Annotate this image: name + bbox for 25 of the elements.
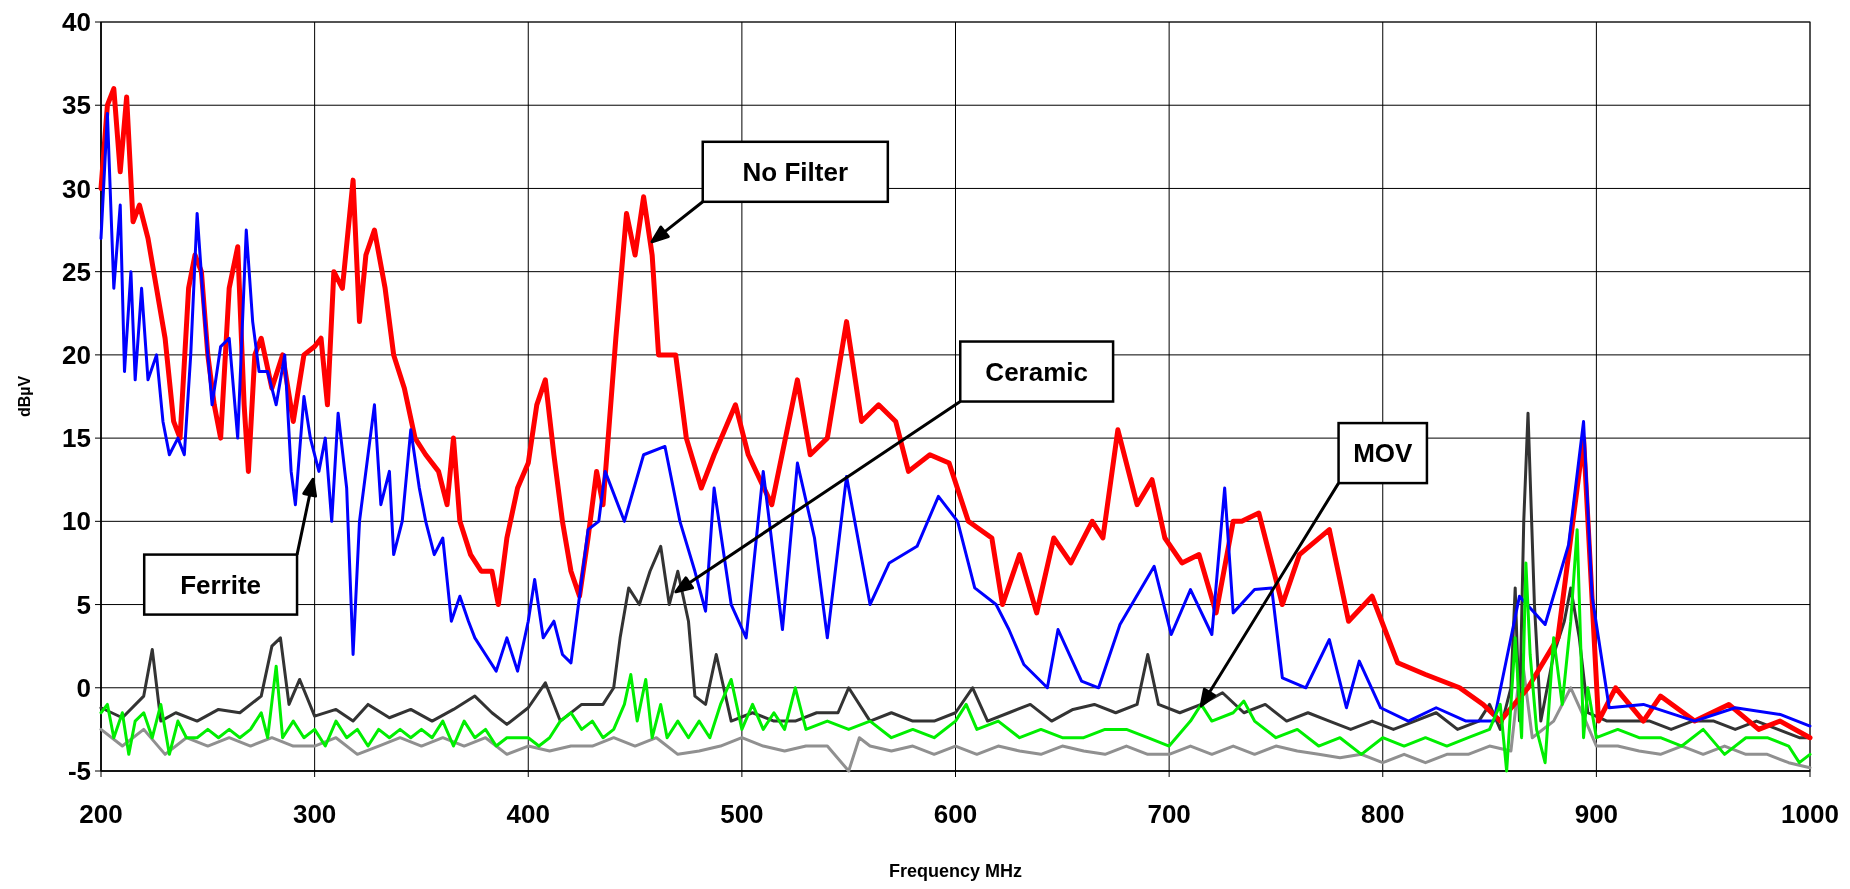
y-tick-label: -5 [67, 756, 91, 787]
y-tick-label: 40 [62, 7, 91, 38]
annotation: MOV [1353, 438, 1414, 469]
x-tick-label: 200 [79, 799, 123, 829]
y-tick-label: 5 [76, 589, 91, 620]
x-tick-label: 900 [1574, 799, 1619, 829]
y-tick-label: 15 [62, 423, 91, 454]
y-tick-label: 20 [62, 339, 91, 370]
y-tick-label: 25 [62, 256, 91, 287]
annotation: No Filter [742, 156, 849, 187]
x-tick-label: 400 [506, 799, 550, 829]
y-axis-title: dBµV [16, 375, 33, 418]
y-tick-label: 35 [62, 90, 91, 121]
x-tick-label: 700 [1147, 799, 1191, 829]
x-tick-label: 500 [720, 799, 764, 829]
y-tick-label: 30 [62, 173, 91, 204]
x-tick-label: 800 [1361, 799, 1405, 829]
x-axis-title: Frequency MHz [888, 861, 1023, 881]
annotation: Ferrite [180, 569, 262, 600]
y-tick-label: 10 [62, 506, 91, 537]
y-tick-label: 0 [76, 672, 91, 703]
annotation: Ceramic [985, 356, 1088, 387]
x-tick-label: 600 [933, 799, 978, 829]
x-tick-label: 300 [292, 799, 337, 829]
x-tick-label: 1000 [1781, 799, 1839, 829]
